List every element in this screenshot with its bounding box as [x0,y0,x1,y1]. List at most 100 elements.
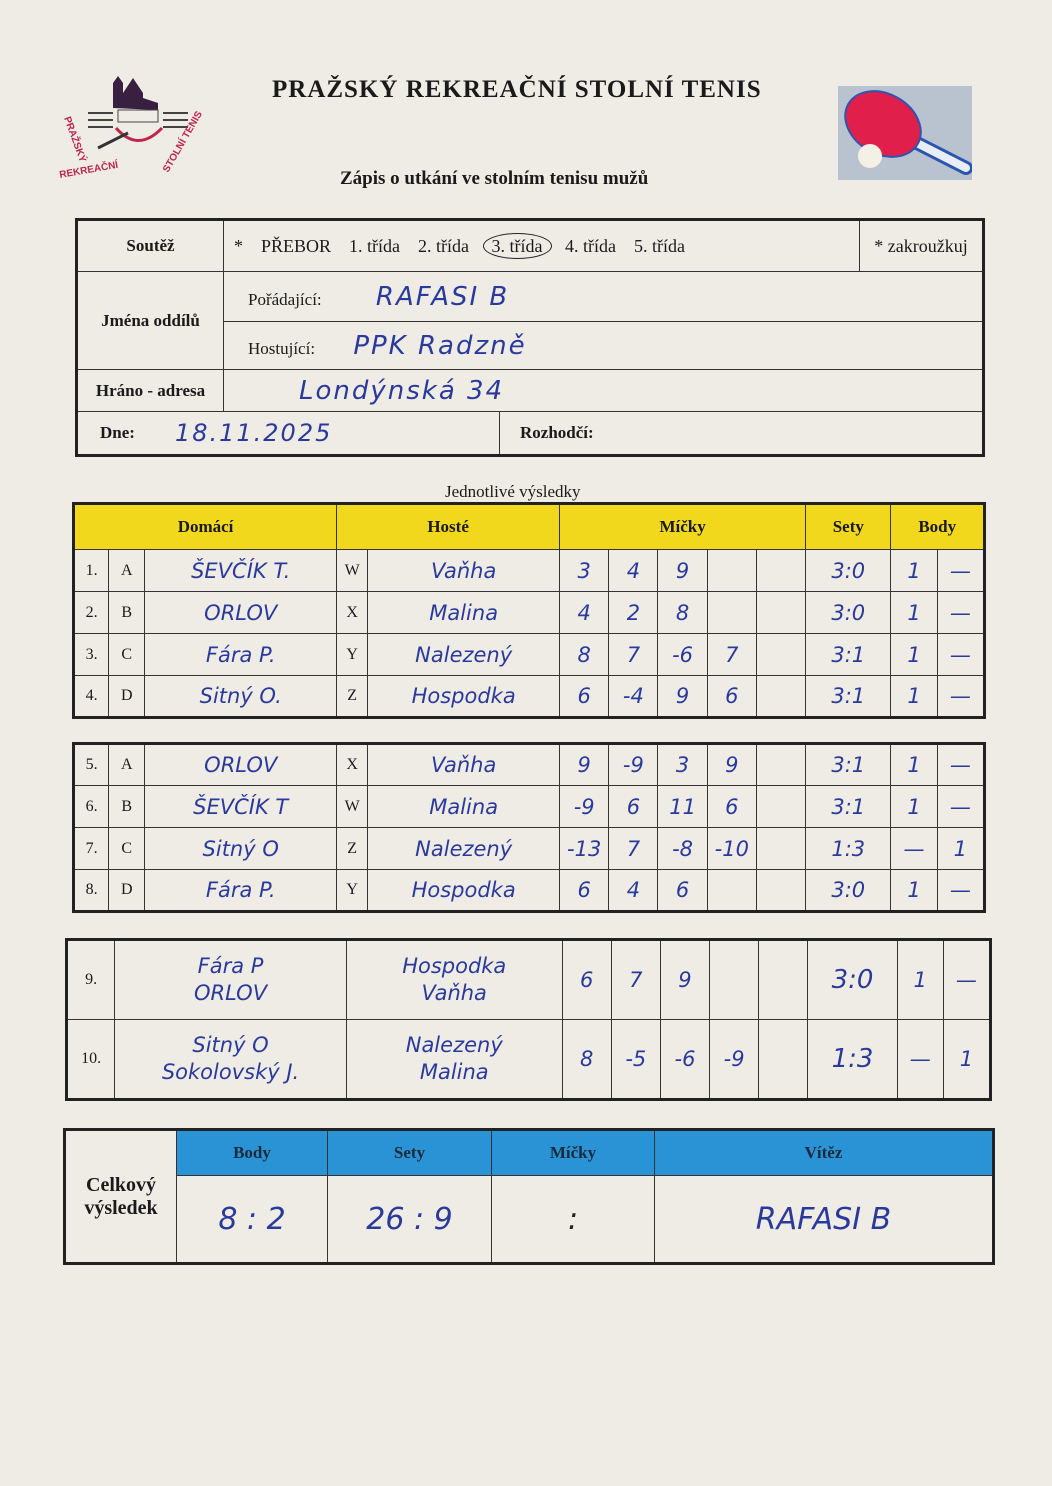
guest-player[interactable]: Vaňha [367,549,561,592]
home-points[interactable]: 1 [890,633,938,676]
ball-score[interactable]: 8 [559,633,610,676]
ball-score[interactable]: 7 [608,827,659,870]
ball-score[interactable]: 9 [657,675,708,718]
ball-score[interactable] [706,869,757,912]
ball-score[interactable]: -13 [559,827,610,870]
ball-score[interactable]: -4 [608,675,659,718]
ball-score[interactable] [709,939,760,1020]
sets-score[interactable]: 1:3 [805,827,892,870]
home-player[interactable]: ORLOV [144,591,338,634]
home-points[interactable]: 1 [890,869,938,912]
ball-score[interactable] [755,869,807,912]
home-player[interactable]: Sitný O [192,1032,269,1057]
ball-score[interactable]: 9 [559,743,610,786]
guest-points[interactable]: — [936,869,986,912]
ball-score[interactable] [758,939,809,1020]
ball-score[interactable]: -5 [610,1019,661,1100]
ball-score[interactable] [706,549,757,592]
ball-score[interactable]: 9 [657,549,708,592]
guest-points[interactable]: — [936,591,986,634]
ball-score[interactable]: 7 [610,939,661,1020]
guest-player[interactable]: Malina [367,591,561,634]
sets-score[interactable]: 3:0 [805,869,892,912]
home-player[interactable]: Sitný O. [144,675,338,718]
home-player[interactable]: Sokolovský J. [161,1060,300,1084]
ball-score[interactable]: 6 [657,869,708,912]
guest-player[interactable]: Vaňha [421,981,487,1005]
class-1[interactable]: 1. třída [349,235,401,256]
class-5[interactable]: 5. třída [634,235,686,256]
guest-points[interactable]: 1 [936,827,986,870]
guest-points[interactable]: — [936,549,986,592]
home-player[interactable]: ORLOV [193,981,268,1005]
ball-score[interactable]: 6 [706,785,757,828]
guest-player[interactable]: Hospodka [367,869,561,912]
ball-score[interactable]: 6 [559,675,610,718]
ball-score[interactable]: 2 [608,591,659,634]
home-points[interactable]: — [896,1019,944,1100]
ball-score[interactable]: -9 [608,743,659,786]
home-player[interactable]: Fára P. [144,633,338,676]
ball-score[interactable]: 9 [706,743,757,786]
ball-score[interactable]: -9 [709,1019,760,1100]
ball-score[interactable]: 7 [608,633,659,676]
home-points[interactable]: 1 [890,785,938,828]
ball-score[interactable]: 11 [657,785,708,828]
ball-score[interactable] [755,743,807,786]
home-player[interactable]: ŠEVČÍK T. [144,549,338,592]
sets-score[interactable]: 3:1 [805,675,892,718]
ball-score[interactable]: 9 [659,939,711,1020]
ball-score[interactable] [706,591,757,634]
guest-team-value[interactable]: PPK Radzně [353,330,527,361]
ball-score[interactable] [755,549,807,592]
home-team-value[interactable]: RAFASI B [375,281,510,312]
guest-points[interactable]: 1 [942,1019,992,1100]
sets-score[interactable]: 3:1 [805,743,892,786]
home-points[interactable]: 1 [890,549,938,592]
guest-player[interactable]: Hospodka [402,953,507,978]
total-balls[interactable]: : [491,1175,655,1264]
home-player[interactable]: ŠEVČÍK T [144,785,338,828]
sets-score[interactable]: 3:0 [805,591,892,634]
ball-score[interactable]: -6 [657,633,708,676]
sets-score[interactable]: 3:1 [805,633,892,676]
ball-score[interactable]: 3 [559,549,610,592]
ball-score[interactable]: -8 [657,827,708,870]
sets-score[interactable]: 3:1 [805,785,892,828]
date-value[interactable]: 18.11.2025 [174,419,333,447]
ball-score[interactable]: -10 [706,827,757,870]
guest-points[interactable]: — [936,675,986,718]
home-player[interactable]: Fára P. [144,869,338,912]
address-value[interactable]: Londýnská 34 [299,375,505,406]
total-points[interactable]: 8 : 2 [176,1175,328,1264]
home-points[interactable]: — [890,827,938,870]
guest-player[interactable]: Vaňha [367,743,561,786]
ball-score[interactable] [758,1019,809,1100]
home-player[interactable]: Sitný O [144,827,338,870]
ball-score[interactable]: 4 [559,591,610,634]
ball-score[interactable] [755,675,807,718]
ball-score[interactable] [755,591,807,634]
guest-points[interactable]: — [936,743,986,786]
guest-player[interactable]: Malina [419,1060,489,1084]
ball-score[interactable]: 3 [657,743,708,786]
home-points[interactable]: 1 [896,939,944,1020]
home-points[interactable]: 1 [890,743,938,786]
ball-score[interactable]: 7 [706,633,757,676]
total-winner[interactable]: RAFASI B [654,1175,994,1264]
ball-score[interactable]: 6 [561,939,612,1020]
total-sets[interactable]: 26 : 9 [327,1175,492,1264]
class-4[interactable]: 4. třída [565,235,617,256]
ball-score[interactable]: -6 [659,1019,711,1100]
guest-points[interactable]: — [936,633,986,676]
class-prebor[interactable]: PŘEBOR [261,235,332,256]
guest-player[interactable]: Nalezený [405,1032,503,1057]
guest-player[interactable]: Hospodka [367,675,561,718]
guest-player[interactable]: Nalezený [367,827,561,870]
ball-score[interactable] [755,827,807,870]
guest-points[interactable]: — [936,785,986,828]
ball-score[interactable]: 4 [608,869,659,912]
sets-score[interactable]: 3:0 [807,939,898,1020]
guest-points[interactable]: — [942,939,992,1020]
ball-score[interactable]: 4 [608,549,659,592]
